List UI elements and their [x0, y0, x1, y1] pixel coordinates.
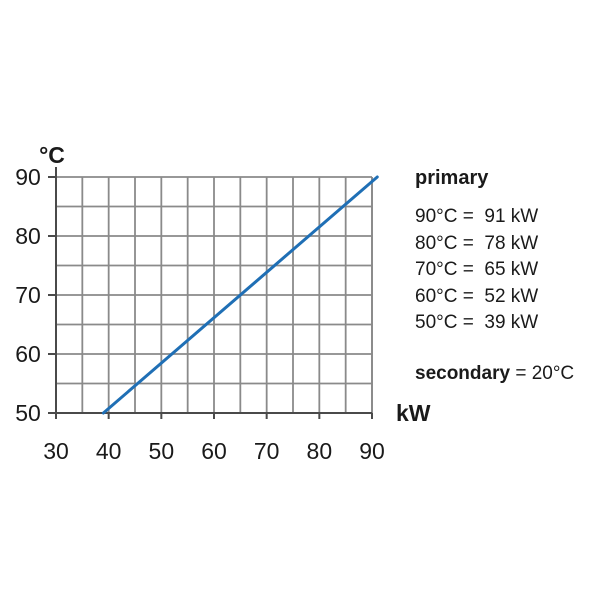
legend-row: 70°C = 65 kW [415, 257, 603, 284]
y-tick-label: 90 [15, 164, 41, 190]
y-tick-label: 70 [15, 282, 41, 308]
legend-title: primary [415, 167, 489, 189]
x-tick-label: 30 [43, 438, 69, 464]
legend-row: 80°C = 78 kW [415, 231, 603, 258]
legend-temp: 90°C [415, 206, 458, 227]
legend-temp: 70°C [415, 259, 458, 280]
legend-equals: = [457, 285, 485, 307]
secondary-label: secondary [415, 362, 511, 384]
legend-temp: 80°C [415, 232, 458, 254]
series-line [101, 175, 379, 415]
legend-row: 50°C = 39 kW [415, 310, 603, 337]
legend-equals: = [457, 312, 485, 333]
y-tick-label: 80 [15, 223, 41, 249]
legend-power: 65 kW [484, 259, 539, 280]
y-tick-label: 50 [15, 400, 41, 426]
legend-power: 52 kW [484, 285, 539, 307]
x-tick-label: 60 [201, 438, 227, 464]
legend-power: 78 kW [484, 232, 539, 254]
legend-equals: = [457, 206, 485, 227]
legend-equals: = [457, 232, 485, 254]
legend-equals: = [457, 259, 485, 280]
y-tick-label: 60 [15, 341, 41, 367]
x-tick-label: 40 [96, 438, 122, 464]
legend-temp: 50°C [415, 312, 458, 333]
legend-power: 39 kW [484, 312, 539, 333]
legend: primary 90°C = 91 kW 80°C = 78 kW 70°C =… [415, 166, 603, 387]
x-tick-label: 70 [254, 438, 280, 464]
x-tick-label: 80 [307, 438, 333, 464]
secondary-value: = 20°C [510, 362, 575, 384]
x-tick-label: 90 [359, 438, 385, 464]
y-axis-label: °C [39, 142, 65, 168]
legend-power: 91 kW [484, 206, 539, 227]
legend-secondary: secondary = 20°C [415, 361, 603, 387]
x-tick-label: 50 [149, 438, 175, 464]
legend-temp: 60°C [415, 285, 458, 307]
legend-row: 90°C = 91 kW [415, 204, 603, 231]
legend-row: 60°C = 52 kW [415, 284, 603, 311]
x-axis-label: kW [396, 400, 431, 426]
